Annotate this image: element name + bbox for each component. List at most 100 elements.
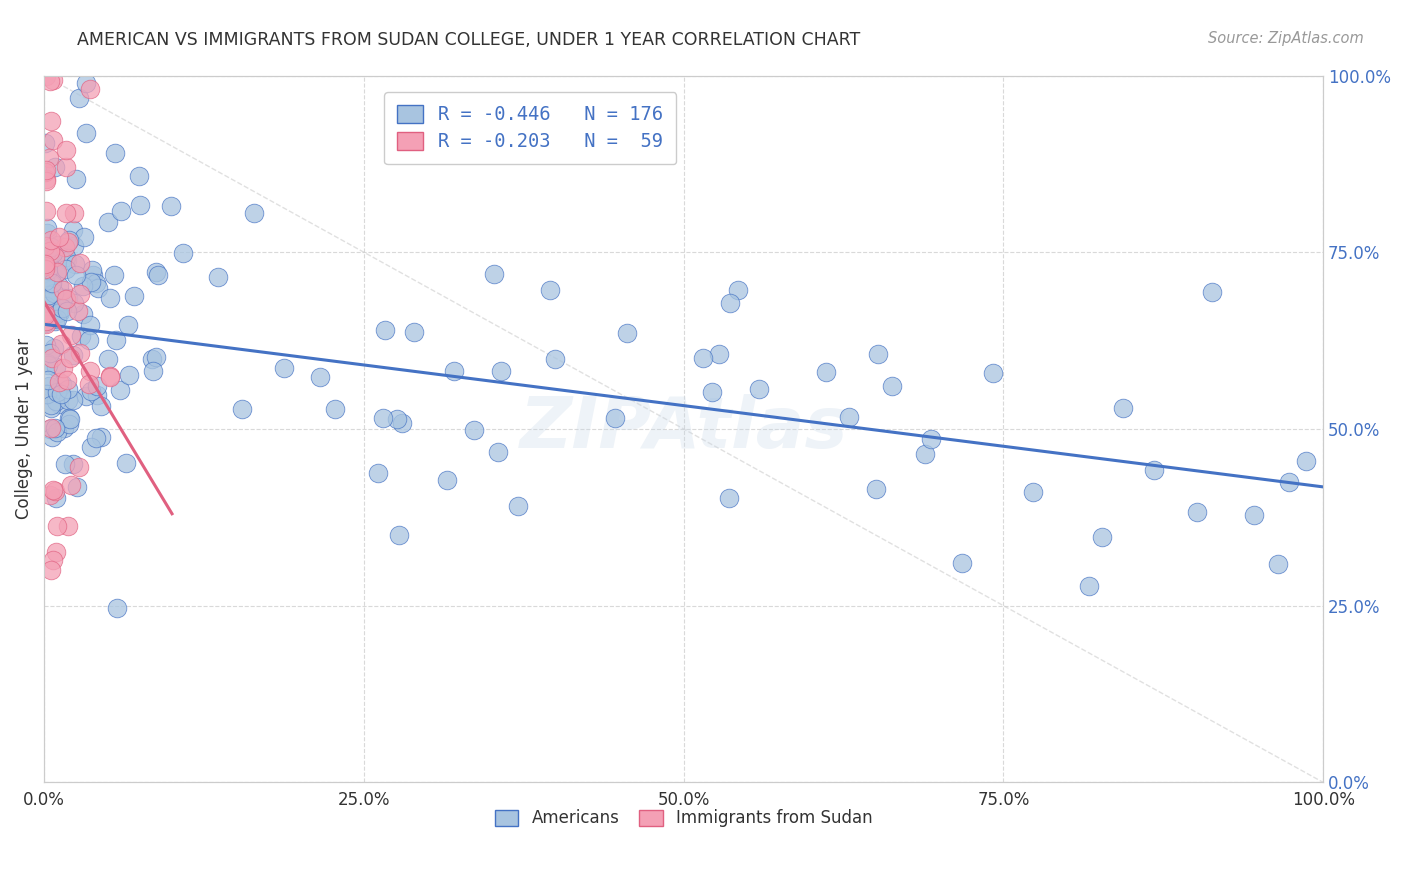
Point <box>82 268 104 282</box>
Point <box>51 377 73 392</box>
Point <box>35 244 58 259</box>
Point <box>35 162 58 177</box>
Point <box>48 279 70 293</box>
Point <box>72 278 94 293</box>
Point <box>39 277 62 292</box>
Point <box>79 81 101 95</box>
Point <box>114 456 136 470</box>
Point <box>159 199 181 213</box>
Point <box>207 270 229 285</box>
Point <box>65 268 87 282</box>
Point <box>838 409 860 424</box>
Point <box>142 364 165 378</box>
Point <box>69 256 91 270</box>
Point <box>59 478 82 492</box>
Point <box>489 364 512 378</box>
Point <box>242 205 264 219</box>
Point <box>56 519 79 533</box>
Point <box>39 244 62 259</box>
Point <box>385 412 408 426</box>
Point <box>103 268 125 282</box>
Point <box>950 556 973 570</box>
Point <box>80 262 103 277</box>
Point <box>692 351 714 366</box>
Point <box>484 267 506 281</box>
Point <box>707 347 730 361</box>
Point <box>104 146 127 161</box>
Point <box>39 401 62 415</box>
Point <box>37 373 59 387</box>
Point <box>77 333 100 347</box>
Point <box>52 421 75 435</box>
Point <box>73 230 96 244</box>
Point <box>463 423 485 437</box>
Point <box>75 76 97 90</box>
Point <box>84 431 107 445</box>
Point <box>39 274 62 288</box>
Point <box>34 313 56 327</box>
Point <box>880 378 903 392</box>
Point <box>62 348 84 362</box>
Point <box>231 402 253 417</box>
Point <box>34 317 56 331</box>
Point <box>914 447 936 461</box>
Point <box>46 306 69 320</box>
Point <box>273 360 295 375</box>
Point <box>35 221 58 235</box>
Point <box>48 230 70 244</box>
Point <box>58 417 80 432</box>
Point <box>373 410 395 425</box>
Point <box>75 389 97 403</box>
Point <box>37 262 59 277</box>
Point <box>48 397 70 411</box>
Point <box>34 136 56 150</box>
Point <box>42 553 65 567</box>
Point <box>90 400 112 414</box>
Point <box>62 392 84 407</box>
Point <box>55 240 77 254</box>
Point <box>44 420 66 434</box>
Point <box>39 398 62 412</box>
Point <box>80 275 103 289</box>
Point <box>35 248 58 262</box>
Point <box>41 351 63 365</box>
Point <box>605 411 627 425</box>
Point <box>39 245 62 260</box>
Point <box>45 359 67 374</box>
Point <box>105 601 128 615</box>
Point <box>486 445 509 459</box>
Point <box>98 291 121 305</box>
Point <box>51 301 73 316</box>
Point <box>51 337 73 351</box>
Point <box>35 314 58 328</box>
Point <box>129 198 152 212</box>
Point <box>80 384 103 398</box>
Point <box>105 333 128 347</box>
Y-axis label: College, Under 1 year: College, Under 1 year <box>15 338 32 519</box>
Point <box>35 69 58 83</box>
Point <box>45 297 67 311</box>
Point <box>86 379 108 393</box>
Point <box>53 457 76 471</box>
Point <box>69 346 91 360</box>
Point <box>866 347 889 361</box>
Point <box>1022 484 1045 499</box>
Point <box>98 370 121 384</box>
Point <box>42 341 65 355</box>
Point <box>1091 530 1114 544</box>
Point <box>39 293 62 307</box>
Point <box>45 394 67 409</box>
Point <box>616 326 638 340</box>
Point <box>97 352 120 367</box>
Point <box>48 375 70 389</box>
Point <box>59 412 82 426</box>
Point <box>41 113 63 128</box>
Point <box>748 382 770 396</box>
Point <box>56 253 79 268</box>
Point <box>727 283 749 297</box>
Point <box>309 369 332 384</box>
Point <box>65 171 87 186</box>
Point <box>110 203 132 218</box>
Point <box>44 285 66 300</box>
Point <box>141 351 163 366</box>
